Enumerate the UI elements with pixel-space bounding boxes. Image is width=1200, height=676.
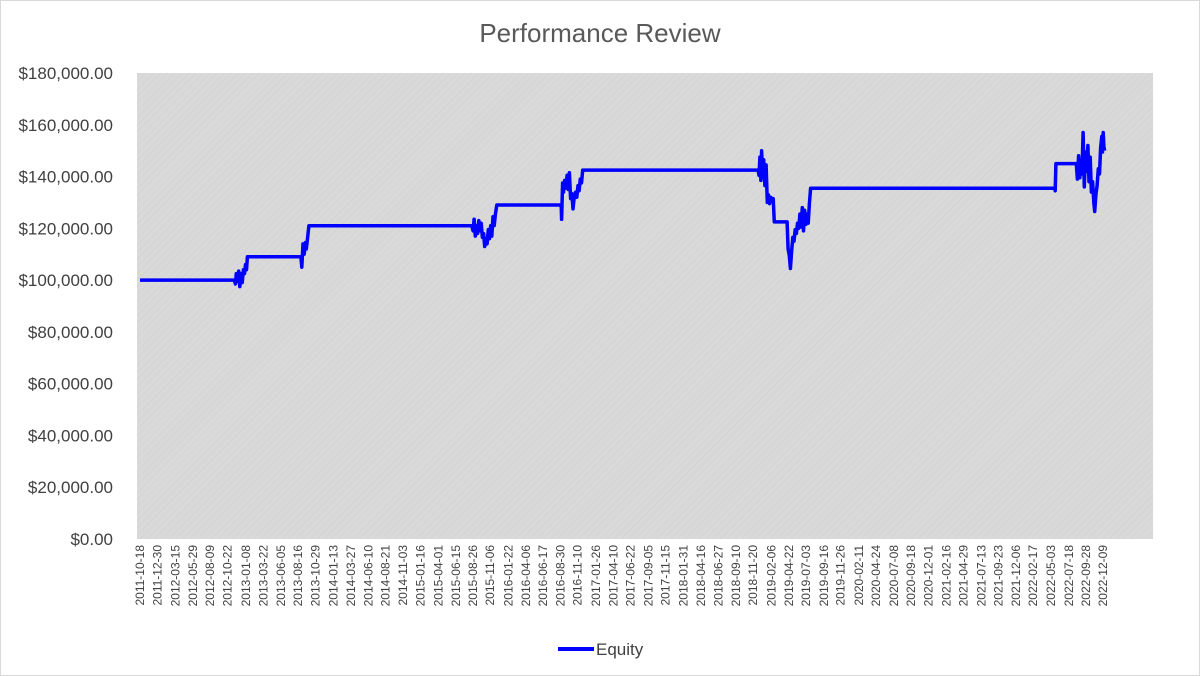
x-tick-label: 2019-07-03 (799, 545, 813, 607)
x-tick-label: 2022-12-09 (1096, 545, 1110, 607)
x-tick-label: 2016-01-22 (501, 545, 515, 607)
x-tick-label: 2017-11-15 (658, 545, 672, 606)
y-tick-label: $0.00 (70, 530, 113, 549)
x-tick-label: 2018-11-20 (746, 545, 760, 606)
x-tick-label: 2018-01-31 (676, 545, 690, 607)
chart-title: Performance Review (479, 18, 721, 48)
x-tick-label: 2011-12-30 (150, 545, 164, 606)
x-tick-label: 2017-06-22 (624, 545, 638, 607)
x-tick-label: 2012-10-22 (221, 545, 235, 607)
x-tick-label: 2014-01-13 (327, 545, 341, 607)
x-tick-label: 2016-04-06 (519, 545, 533, 607)
x-axis: 2011-10-18 2011-12-30 2012-03-15 2012-05-29… (133, 545, 1110, 607)
y-tick-label: $80,000.00 (28, 323, 113, 342)
x-tick-label: 2014-03-27 (344, 545, 358, 607)
x-tick-label: 2013-08-16 (291, 545, 305, 607)
x-tick-label: 2013-10-29 (309, 545, 323, 607)
x-tick-label: 2017-09-05 (641, 545, 655, 607)
x-tick-label: 2015-04-01 (431, 545, 445, 607)
y-tick-label: $100,000.00 (18, 271, 113, 290)
legend: Equity (558, 640, 644, 659)
x-tick-label: 2012-08-09 (203, 545, 217, 607)
x-tick-label: 2014-06-10 (362, 545, 376, 607)
y-tick-label: $40,000.00 (28, 426, 113, 445)
x-tick-label: 2013-06-05 (274, 545, 288, 607)
x-tick-label: 2018-09-10 (729, 545, 743, 607)
x-tick-label: 2018-04-16 (694, 545, 708, 607)
x-tick-label: 2013-01-08 (239, 545, 253, 607)
y-tick-label: $20,000.00 (28, 478, 113, 497)
x-tick-label: 2018-06-27 (711, 545, 725, 607)
y-tick-label: $120,000.00 (18, 219, 113, 238)
x-tick-label: 2022-02-17 (1026, 545, 1040, 607)
x-tick-label: 2016-08-30 (554, 545, 568, 607)
x-tick-label: 2012-03-15 (168, 545, 182, 607)
legend-label-equity: Equity (596, 640, 644, 659)
x-tick-label: 2020-12-01 (921, 545, 935, 607)
x-tick-label: 2019-04-22 (782, 545, 796, 607)
x-tick-label: 2017-01-26 (589, 545, 603, 607)
x-tick-label: 2015-06-15 (449, 545, 463, 607)
x-tick-label: 2019-09-16 (817, 545, 831, 607)
x-tick-label: 2022-07-18 (1062, 545, 1076, 607)
y-tick-label: $140,000.00 (18, 168, 113, 187)
y-tick-label: $180,000.00 (18, 64, 113, 83)
x-tick-label: 2020-09-18 (904, 545, 918, 607)
y-tick-label: $60,000.00 (28, 375, 113, 394)
series-line-equity (140, 130, 1107, 289)
x-tick-label: 2015-08-26 (466, 545, 480, 607)
x-tick-label: 2017-04-10 (606, 545, 620, 607)
series-layer (140, 130, 1107, 289)
x-tick-label: 2019-11-26 (834, 545, 848, 606)
x-tick-label: 2020-04-24 (869, 545, 883, 607)
x-tick-label: 2021-02-16 (940, 545, 954, 607)
x-tick-label: 2013-03-22 (256, 545, 270, 607)
plot-area (137, 73, 1153, 539)
x-tick-label: 2015-01-16 (414, 545, 428, 607)
x-tick-label: 2020-07-08 (887, 545, 901, 607)
x-tick-label: 2021-07-13 (974, 545, 988, 607)
x-tick-label: 2015-11-06 (483, 545, 497, 606)
x-tick-label: 2012-05-29 (186, 545, 200, 607)
x-tick-label: 2016-11-10 (571, 545, 585, 606)
x-tick-label: 2021-04-29 (957, 545, 971, 607)
x-tick-label: 2020-02-11 (852, 545, 866, 606)
x-tick-label: 2016-06-17 (536, 545, 550, 607)
x-tick-label: 2022-05-03 (1044, 545, 1058, 607)
x-tick-label: 2014-08-21 (379, 545, 393, 607)
x-tick-label: 2021-09-23 (991, 545, 1005, 607)
x-tick-label: 2011-10-18 (133, 545, 147, 606)
y-tick-label: $160,000.00 (18, 116, 113, 135)
x-tick-label: 2019-02-06 (764, 545, 778, 607)
y-axis: $0.00 $20,000.00 $40,000.00 $60,000.00 $80,0… (18, 64, 113, 549)
x-tick-label: 2022-09-28 (1079, 545, 1093, 607)
x-tick-label: 2014-11-03 (396, 545, 410, 606)
x-tick-label: 2021-12-06 (1009, 545, 1023, 607)
